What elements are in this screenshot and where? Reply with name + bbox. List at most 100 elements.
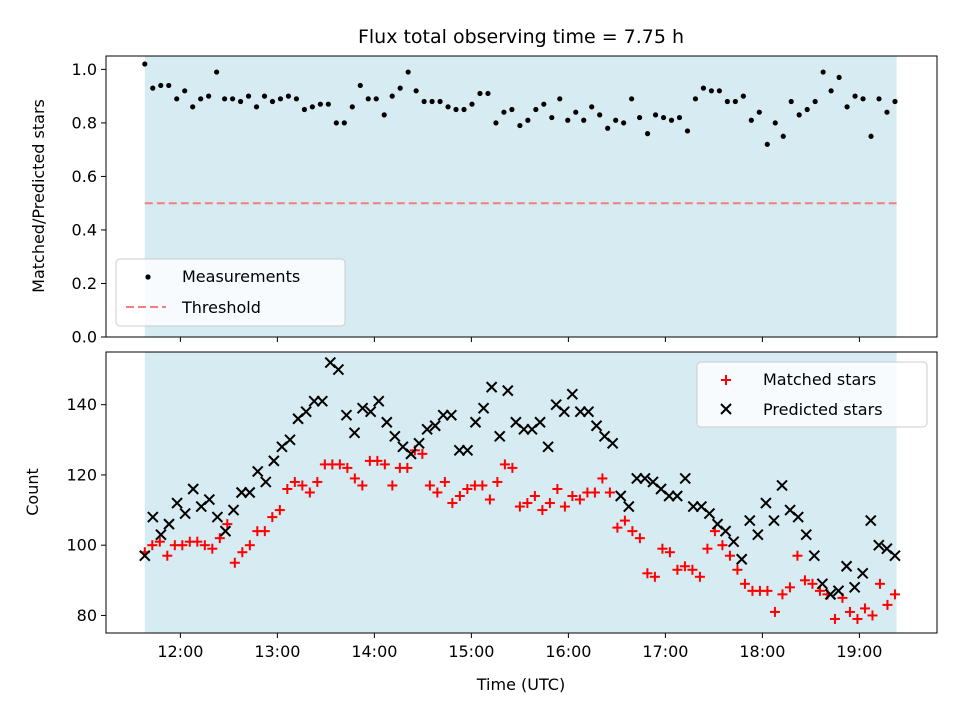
measurement-point [692,96,699,102]
measurement-point [301,106,308,113]
measurement-point [549,114,555,121]
measurement-point [158,82,164,89]
measurement-point [445,104,451,110]
matched-star-point [619,515,630,526]
measurement-point [636,114,643,121]
measurement-point [469,101,475,107]
matched-star-point [739,578,750,589]
predicted-star-point [582,406,595,418]
legend-box [115,258,346,327]
matched-star-point [207,543,218,554]
x-tick-label: 18:00 [739,642,785,661]
top-y-tick-label: 0.6 [72,167,97,186]
measurement-point [844,104,850,110]
measurement-point [740,93,746,99]
measurement-point [860,96,866,102]
matched-star-point [657,543,668,554]
matched-star-point [844,606,855,617]
matched-star-point [304,487,315,498]
bottom-legend: Matched stars Predicted stars [696,361,928,428]
matched-star-point [522,498,533,509]
measurement-point [357,82,363,89]
bottom-y-axis-label: Count [23,468,42,516]
predicted-star-point [760,497,772,509]
chart-title: Flux total observing time = 7.75 h [358,26,684,48]
bottom-y-tick-label: 100 [66,536,97,555]
predicted-star-point [243,486,256,499]
predicted-star-point [703,507,716,520]
predicted-star-point [147,511,159,523]
measurement-point [533,106,539,113]
predicted-star-point [316,395,328,407]
predicted-star-point [873,539,885,551]
top-y-axis-label: Matched/Predicted stars [29,99,48,293]
measurement-point [317,101,323,107]
matched-star-point [349,473,360,484]
matched-star-point [664,547,675,558]
measurement-point [772,120,778,126]
matched-star-point [342,462,353,473]
measurement-point [166,82,172,89]
predicted-star-point [485,381,498,393]
measurement-point [732,98,738,105]
matched-star-point [799,575,810,586]
x-tick-label: 14:00 [351,642,397,661]
predicted-star-point [405,448,417,460]
predicted-star-point [268,455,280,467]
bottom-y-tick-label: 80 [77,606,97,625]
x-axis-label: Time (UTC) [476,675,565,694]
predicted-star-point [865,514,877,527]
matched-star-point [634,533,645,544]
matched-star-point [859,603,870,614]
predicted-star-point [364,406,377,418]
measurement-point [868,133,874,139]
predicted-star-point [284,434,296,446]
matched-star-point [154,536,165,547]
measurement-point [748,117,754,123]
matched-star-point [672,564,683,575]
x-tick-label: 16:00 [545,642,591,661]
matched-star-point [259,526,270,537]
measurement-point [557,96,563,102]
measurement-point [365,96,371,102]
predicted-star-point [227,504,240,516]
measurement-point [182,88,188,94]
predicted-star-point [171,497,183,509]
measurement-point [269,98,276,105]
measurement-point [198,96,204,102]
predicted-star-point [348,427,361,439]
legend-measurements-marker [145,274,151,280]
measurement-point [397,85,403,91]
measurement-point [429,98,435,105]
matched-star-point [312,476,323,487]
measurement-point [485,90,491,97]
matched-star-point [852,613,863,624]
matched-star-point [514,501,525,512]
predicted-star-point [623,500,635,513]
predicted-star-point [606,437,619,450]
predicted-star-point [776,479,788,492]
measurement-point [253,104,260,110]
measurement-point [541,101,547,107]
predicted-star-point [413,437,425,450]
predicted-star-point [429,420,441,432]
measurement-point [229,96,236,102]
matched-star-point [597,473,608,484]
matched-star-point [642,568,653,579]
matched-star-point [492,476,503,487]
matched-star-point [567,491,578,502]
measurement-point [381,112,387,118]
measurement-point [453,106,459,113]
measurement-point [780,133,786,139]
predicted-star-point [477,402,490,414]
matched-star-point [829,613,840,624]
matched-star-point [439,476,450,487]
measurement-point [190,104,196,110]
legend-measurements-label: Measurements [182,267,300,286]
predicted-star-point [590,420,603,432]
matched-star-point [792,550,803,561]
matched-star-point [192,536,203,547]
predicted-star-point [534,416,546,428]
measurement-point [461,106,467,113]
